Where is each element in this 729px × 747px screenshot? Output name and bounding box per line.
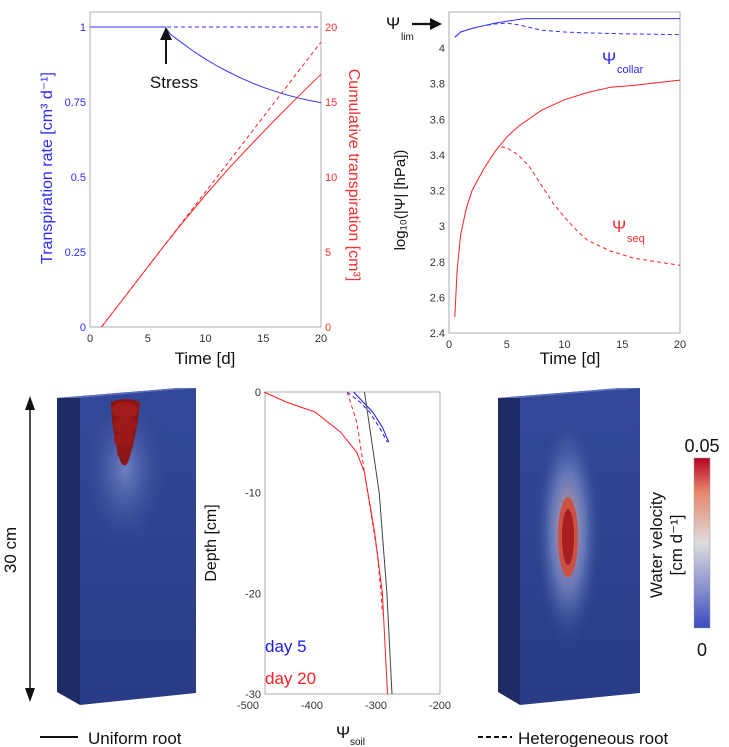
transpiration-x-tick: 15 — [257, 333, 269, 345]
legend-day-20: day 20 — [265, 669, 316, 688]
soil-profile-marks — [263, 391, 393, 695]
potential-y-tick: 3.8 — [430, 79, 445, 91]
transpiration-rate-y-tick: 1 — [80, 22, 86, 34]
transpiration-rate-y-tick: 0.5 — [71, 172, 86, 184]
soil-profile-day-20-solid-line — [263, 391, 388, 695]
soil-profile-ticks: -500 -400 -300 -200 0 -10 -20 -30 — [237, 387, 451, 712]
colorbar-min-label: 0 — [697, 640, 707, 660]
psi-lim-subscript: lim — [401, 32, 414, 43]
transpiration-marks — [90, 26, 322, 328]
potential-y-tick: 2.6 — [430, 292, 445, 304]
potential-y-tick: 3.6 — [430, 114, 445, 126]
potential-y-tick: 2.4 — [430, 328, 445, 340]
soil-profile-x-tick: -300 — [365, 700, 387, 712]
soil-profile-y-tick: -20 — [245, 588, 261, 600]
potential-y-tick: 2.8 — [430, 257, 445, 269]
soil-profile-day-20-dashed-line — [346, 391, 383, 614]
potential-y-tick: 3.4 — [430, 150, 445, 162]
cumulative-transpiration-dashed-line — [101, 41, 322, 328]
potential-x-tick: 20 — [674, 339, 686, 351]
cumulative-transpiration-solid-line — [101, 73, 322, 328]
colorbar-title-line1: Water velocity — [647, 491, 666, 598]
heterogeneous-root-label: Heterogeneous root — [518, 729, 669, 747]
uniform-root-velocity-hotspot — [111, 399, 140, 466]
psi-lim-symbol: Ψ — [386, 14, 400, 33]
thirty-cm-label: 30 cm — [1, 527, 20, 573]
psi-soil-subscript: soil — [350, 737, 365, 747]
psi-collar-solid-line — [454, 18, 680, 38]
soil-profile-ref-solid-line — [364, 391, 393, 695]
box-side — [57, 398, 80, 705]
psi-lim-arrow — [430, 18, 442, 30]
psi-seq-solid-line — [454, 79, 681, 318]
transpiration-rate-y-tick: 0.75 — [65, 97, 86, 109]
potential-x-tick: 15 — [616, 339, 628, 351]
psi-collar-subscript: collar — [617, 64, 644, 76]
psi-seq-dashed-line — [500, 146, 681, 266]
potential-y-tick: 3 — [439, 221, 445, 233]
colorbar-title-line2: [cm d⁻¹] — [667, 515, 686, 576]
legend-day-5: day 5 — [265, 637, 307, 656]
transpiration-rate-y-tick: 0 — [80, 322, 86, 334]
potential-x-tick: 5 — [504, 339, 510, 351]
psi-seq-subscript: seq — [627, 233, 645, 245]
soil-profile-day-5-solid-line — [353, 391, 390, 443]
potential-y-tick: 3.2 — [430, 186, 445, 198]
uniform-root-label: Uniform root — [88, 729, 182, 747]
soil-profile-x-tick: -400 — [301, 700, 323, 712]
colorbar-gradient — [693, 457, 711, 629]
transpiration-rate-axis-label: Transpiration rate [cm³ d⁻¹] — [39, 72, 56, 264]
transpiration-rate-y-tick: 0.25 — [65, 247, 86, 259]
depth-scale-arrow — [25, 396, 35, 702]
cumulative-y-tick: 5 — [325, 247, 331, 259]
cumulative-y-tick: 0 — [325, 322, 331, 334]
soil-profile-y-tick: -30 — [245, 689, 261, 701]
soil-profile-x-tick: -200 — [429, 700, 451, 712]
cumulative-y-tick: 10 — [325, 172, 337, 184]
uniform-root-soil-box — [57, 385, 196, 705]
transpiration-rate-solid-line — [90, 26, 322, 104]
transpiration-x-tick: 10 — [199, 333, 211, 345]
potential-ticks: 0 5 10 15 20 2.4 2.6 2.8 3 3.2 3.4 3.6 3.8 4 — [430, 43, 686, 351]
potential-y-tick: 4 — [439, 43, 445, 55]
cumulative-y-tick: 20 — [325, 22, 337, 34]
soil-profile-day-5-dashed-line — [346, 391, 388, 443]
potential-x-tick: 10 — [558, 339, 570, 351]
root-type-legend: Uniform root Heterogeneous root — [40, 729, 669, 747]
psi-soil-symbol: Ψ — [336, 723, 350, 742]
depth-axis-label: Depth [cm] — [203, 504, 220, 581]
velocity-colorbar: 0.05 0 Water velocity [cm d⁻¹] — [647, 436, 720, 660]
psi-collar-symbol: Ψ — [602, 49, 616, 68]
psi-lim-annotation: Ψ lim — [386, 14, 442, 43]
heterogeneous-root-soil-box — [498, 388, 640, 705]
potential-panel: 0 5 10 15 20 2.4 2.6 2.8 3 3.2 3.4 3.6 3.8 4 Time [d]… — [386, 11, 686, 368]
soil-profile-y-tick: -10 — [245, 488, 261, 500]
psi-collar-annotation: Ψ collar — [602, 49, 644, 76]
potential-plot-frame — [448, 11, 681, 334]
potential-y-label: log₁₀(|Ψ| [hPa]) — [392, 150, 409, 251]
cumulative-y-tick: 15 — [325, 97, 337, 109]
transpiration-x-tick: 0 — [87, 333, 93, 345]
psi-seq-annotation: Ψ seq — [612, 217, 645, 245]
colorbar-max-label: 0.05 — [684, 436, 719, 456]
transpiration-x-tick: 20 — [315, 333, 327, 345]
soil-profile-y-tick: 0 — [255, 387, 261, 399]
psi-seq-symbol: Ψ — [612, 217, 626, 236]
transpiration-x-tick: 5 — [145, 333, 151, 345]
soil-profile-x-tick: -500 — [237, 700, 259, 712]
transpiration-plot-frame — [89, 11, 322, 328]
cumulative-transpiration-axis-label: Cumulative transpiration [cm³] — [345, 69, 362, 282]
psi-collar-dashed-line — [454, 22, 681, 38]
potential-x-label: Time [d] — [540, 349, 601, 368]
stress-annotation: Stress — [150, 73, 198, 92]
potential-marks — [454, 18, 681, 318]
transpiration-x-label: Time [d] — [175, 349, 236, 368]
potential-x-tick: 0 — [446, 339, 452, 351]
stress-arrow — [160, 27, 172, 64]
soil-profile-plot-frame — [264, 391, 441, 695]
